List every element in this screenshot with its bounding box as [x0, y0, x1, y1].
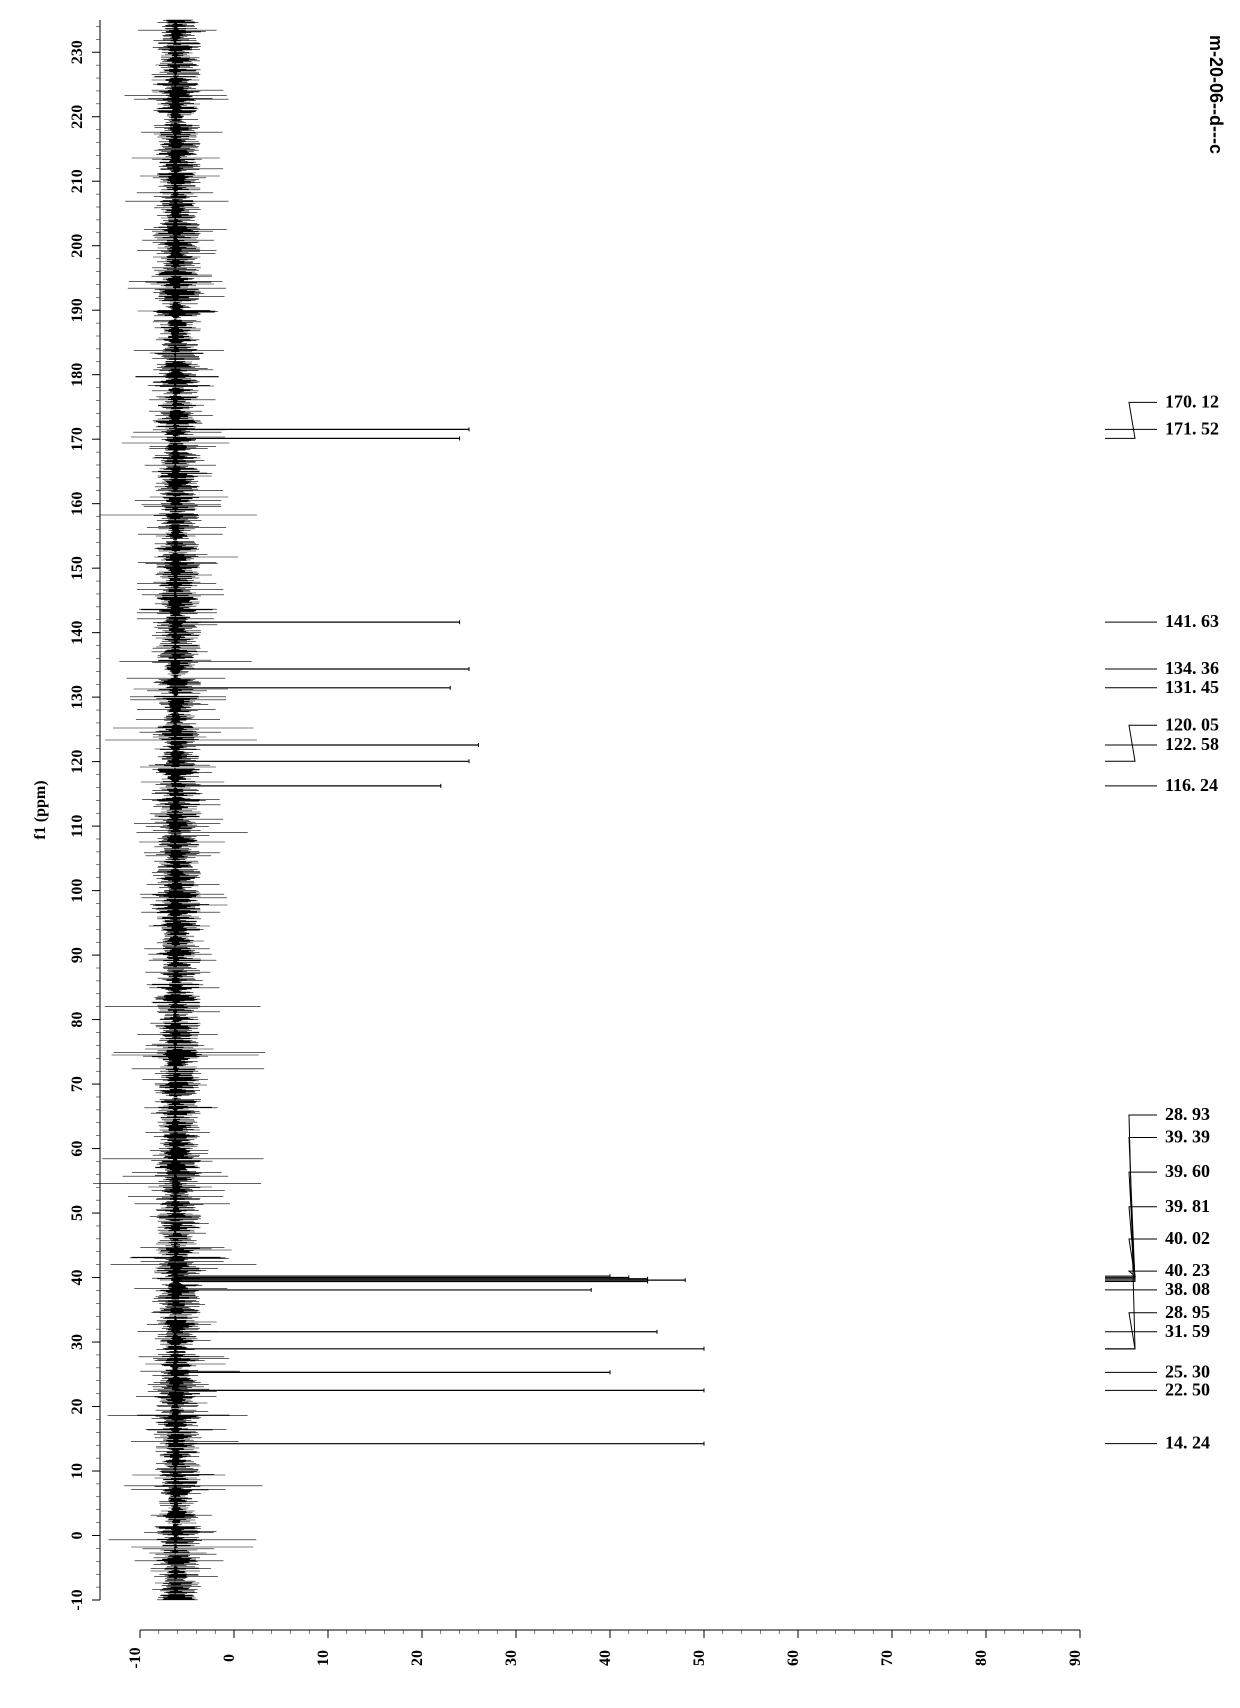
- ppm-tick-label: 0: [69, 1532, 86, 1540]
- intensity-tick-label: 70: [879, 1650, 896, 1666]
- peak-value-label: 31. 59: [1165, 1321, 1210, 1341]
- intensity-tick-label: 20: [409, 1650, 426, 1666]
- peak-leader: [1105, 402, 1157, 438]
- ppm-tick-label: 210: [69, 169, 86, 193]
- ppm-tick-label: 140: [69, 621, 86, 645]
- intensity-tick-label: 10: [315, 1650, 332, 1666]
- peak-value-label: 141. 63: [1165, 611, 1219, 631]
- peak-value-label: 22. 50: [1165, 1379, 1210, 1399]
- peak-value-label: 122. 58: [1165, 734, 1219, 754]
- intensity-tick-label: 60: [785, 1650, 802, 1666]
- ppm-tick-label: 230: [69, 40, 86, 64]
- ppm-tick-label: 80: [69, 1012, 86, 1028]
- peak-value-label: 39. 81: [1165, 1196, 1210, 1216]
- peak-value-label: 28. 93: [1165, 1104, 1210, 1124]
- intensity-tick-label: 40: [597, 1650, 614, 1666]
- ppm-tick-label: 180: [69, 363, 86, 387]
- peak-value-label: 25. 30: [1165, 1361, 1210, 1381]
- peak-value-label: 171. 52: [1165, 418, 1219, 438]
- peak-leader: [1105, 1313, 1157, 1349]
- ppm-tick-label: 220: [69, 105, 86, 129]
- peak-value-label: 38. 08: [1165, 1279, 1210, 1299]
- ppm-tick-label: 90: [69, 947, 86, 963]
- ppm-tick-label: 50: [69, 1205, 86, 1221]
- ppm-tick-label: 120: [69, 750, 86, 774]
- ppm-tick-label: 70: [69, 1076, 86, 1092]
- peak-value-label: 40. 02: [1165, 1228, 1210, 1248]
- peak-value-label: 170. 12: [1165, 391, 1219, 411]
- sample-id-label: m-20-06--d---c: [1206, 35, 1226, 154]
- intensity-tick-label: 30: [503, 1650, 520, 1666]
- peak-leader: [1105, 1271, 1157, 1276]
- ppm-tick-label: 60: [69, 1141, 86, 1157]
- spectrum-svg: -100102030405060708090100110120130140150…: [0, 0, 1240, 1708]
- intensity-tick-label: 90: [1067, 1650, 1084, 1666]
- noise-band: [93, 20, 265, 1600]
- peak-value-label: 134. 36: [1165, 658, 1219, 678]
- ppm-tick-label: 200: [69, 234, 86, 258]
- intensity-tick-label: -10: [127, 1647, 144, 1668]
- ppm-tick-label: 150: [69, 556, 86, 580]
- intensity-tick-label: 50: [691, 1650, 708, 1666]
- peak-leader: [1105, 725, 1157, 761]
- peak-leader: [1105, 1207, 1157, 1279]
- ppm-tick-label: 110: [69, 815, 86, 838]
- ppm-tick-label: 130: [69, 685, 86, 709]
- peak-leader: [1105, 1239, 1157, 1277]
- peak-value-label: 28. 95: [1165, 1302, 1210, 1322]
- intensity-tick-label: 80: [973, 1650, 990, 1666]
- peak-value-label: 120. 05: [1165, 714, 1219, 734]
- axis-label: f1 (ppm): [32, 780, 49, 839]
- peak-value-label: 131. 45: [1165, 677, 1219, 697]
- ppm-tick-label: 100: [69, 879, 86, 903]
- ppm-tick-label: 20: [69, 1399, 86, 1415]
- peak-value-label: 116. 24: [1165, 775, 1218, 795]
- ppm-tick-label: -10: [69, 1589, 86, 1610]
- peak-value-label: 14. 24: [1165, 1433, 1210, 1453]
- peak-value-label: 40. 23: [1165, 1260, 1210, 1280]
- ppm-tick-label: 190: [69, 298, 86, 322]
- nmr-spectrum-container: { "type": "nmr-13c-spectrum", "sample_id…: [0, 0, 1240, 1708]
- intensity-tick-label: 0: [221, 1654, 238, 1662]
- peak-value-label: 39. 60: [1165, 1161, 1210, 1181]
- ppm-tick-label: 160: [69, 492, 86, 516]
- ppm-tick-label: 10: [69, 1463, 86, 1479]
- ppm-tick-label: 30: [69, 1334, 86, 1350]
- ppm-tick-label: 40: [69, 1270, 86, 1286]
- ppm-tick-label: 170: [69, 427, 86, 451]
- peak-value-label: 39. 39: [1165, 1126, 1210, 1146]
